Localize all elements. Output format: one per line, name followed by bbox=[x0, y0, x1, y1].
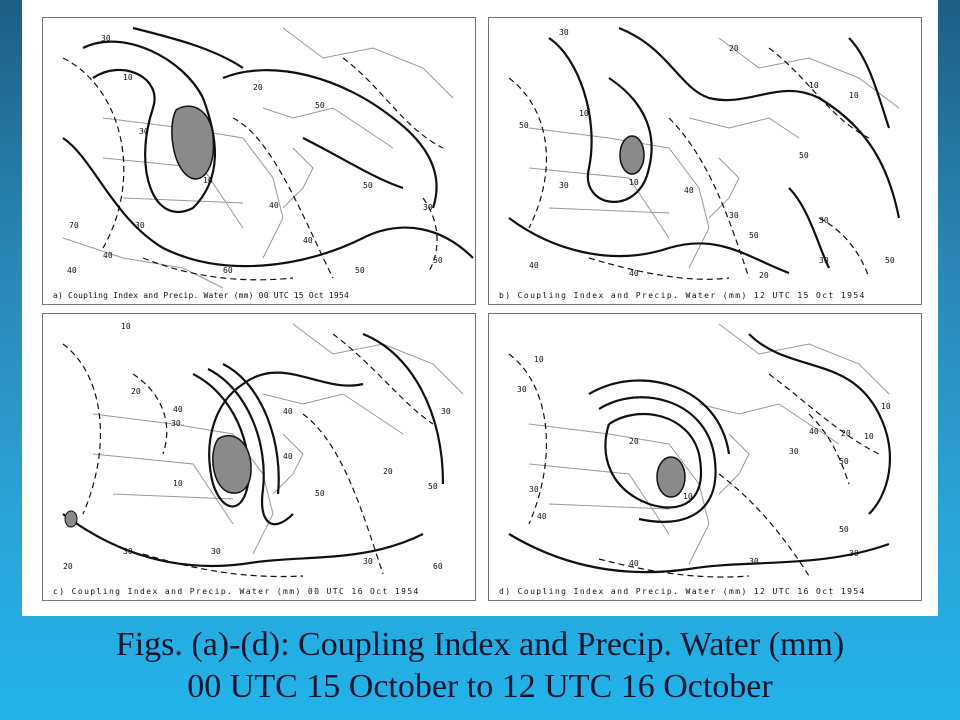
contour-label: 10 bbox=[121, 322, 131, 331]
contour-label: 40 bbox=[67, 266, 77, 275]
contour-label: 30 bbox=[423, 203, 433, 212]
contour-label: 30 bbox=[517, 385, 527, 394]
contour-label: 60 bbox=[223, 266, 233, 275]
contour-label: 30 bbox=[101, 34, 111, 43]
contour-label: 40 bbox=[269, 201, 279, 210]
contour-label: 10 bbox=[203, 176, 213, 185]
contour-label: 60 bbox=[433, 562, 443, 571]
contour-label: 30 bbox=[139, 127, 149, 136]
contour-label: 40 bbox=[629, 269, 639, 278]
contour-label: 40 bbox=[809, 427, 819, 436]
contour-label: 40 bbox=[173, 405, 183, 414]
figure-frame: 30 10 20 50 30 40 10 50 40 60 50 50 40 3… bbox=[22, 0, 938, 616]
panel-b-shaded-region bbox=[619, 135, 645, 175]
contour-label: 20 bbox=[131, 387, 141, 396]
contour-label: 50 bbox=[433, 256, 443, 265]
panel-a-map: 30 10 20 50 30 40 10 50 40 60 50 50 40 3… bbox=[42, 17, 476, 305]
contour-label: 40 bbox=[684, 186, 694, 195]
panel-c-shaded-region-small bbox=[64, 510, 78, 528]
contour-label: 50 bbox=[885, 256, 895, 265]
contour-label: 20 bbox=[253, 83, 263, 92]
contour-label: 10 bbox=[579, 109, 589, 118]
contour-label: 50 bbox=[839, 525, 849, 534]
contour-label: 50 bbox=[799, 151, 809, 160]
contour-label: 20 bbox=[759, 271, 769, 280]
contour-label: 30 bbox=[819, 256, 829, 265]
panel-b-contours: 30 20 10 50 10 40 30 10 30 50 50 30 40 3… bbox=[508, 26, 901, 280]
panel-c-map: 10 20 30 40 40 30 20 50 40 30 30 30 50 6… bbox=[42, 313, 476, 601]
contour-label: 40 bbox=[303, 236, 313, 245]
contour-label: 30 bbox=[135, 221, 145, 230]
contour-label: 10 bbox=[881, 402, 891, 411]
contour-label: 10 bbox=[849, 91, 859, 100]
contour-label: 50 bbox=[315, 101, 325, 110]
panel-c-contours: 10 20 30 40 40 30 20 50 40 30 30 30 50 6… bbox=[62, 322, 464, 578]
contour-label: 30 bbox=[171, 419, 181, 428]
contour-label: 40 bbox=[283, 452, 293, 461]
contour-label: 30 bbox=[789, 447, 799, 456]
panel-c-shaded-region bbox=[212, 434, 252, 494]
contour-label: 20 bbox=[63, 562, 73, 571]
panel-c-caption: c) Coupling Index and Precip. Water (mm)… bbox=[53, 587, 420, 596]
contour-label: 40 bbox=[283, 407, 293, 416]
contour-label: 40 bbox=[629, 559, 639, 568]
contour-label: 40 bbox=[537, 512, 547, 521]
contour-label: 50 bbox=[428, 482, 438, 491]
contour-label: 20 bbox=[841, 429, 851, 438]
panel-a-contours: 30 10 20 50 30 40 10 50 40 60 50 50 40 3… bbox=[62, 26, 474, 289]
contour-label: 20 bbox=[383, 467, 393, 476]
contour-label: 50 bbox=[519, 121, 529, 130]
contour-label: 30 bbox=[849, 549, 859, 558]
panel-d-caption: d) Coupling Index and Precip. Water (mm)… bbox=[499, 587, 866, 596]
contour-label: 40 bbox=[529, 261, 539, 270]
contour-label: 30 bbox=[819, 216, 829, 225]
panel-d-map: 30 10 30 20 10 50 40 30 10 40 20 10 50 3… bbox=[488, 313, 922, 601]
caption-line-2: 00 UTC 15 October to 12 UTC 16 October bbox=[187, 668, 773, 705]
contour-label: 30 bbox=[529, 485, 539, 494]
slide-caption: Figs. (a)-(d): Coupling Index and Precip… bbox=[0, 616, 960, 720]
contour-label: 10 bbox=[123, 73, 133, 82]
contour-label: 30 bbox=[749, 557, 759, 566]
contour-label: 50 bbox=[749, 231, 759, 240]
contour-label: 50 bbox=[355, 266, 365, 275]
contour-label: 30 bbox=[363, 557, 373, 566]
contour-label: 30 bbox=[123, 547, 133, 556]
contour-label: 10 bbox=[173, 479, 183, 488]
contour-label: 30 bbox=[441, 407, 451, 416]
contour-label: 20 bbox=[629, 437, 639, 446]
contour-label: 10 bbox=[534, 355, 544, 364]
contour-label: 50 bbox=[839, 457, 849, 466]
contour-label: 70 bbox=[69, 221, 79, 230]
contour-label: 30 bbox=[559, 28, 569, 37]
contour-label: 10 bbox=[683, 492, 693, 501]
contour-label: 50 bbox=[363, 181, 373, 190]
contour-label: 20 bbox=[729, 44, 739, 53]
contour-label: 30 bbox=[729, 211, 739, 220]
contour-label: 10 bbox=[864, 432, 874, 441]
caption-line-1: Figs. (a)-(d): Coupling Index and Precip… bbox=[115, 626, 845, 663]
contour-label: 10 bbox=[809, 81, 819, 90]
panel-a-caption: a) Coupling Index and Precip. Water (mm)… bbox=[53, 291, 349, 300]
panel-a-shaded-region bbox=[171, 105, 215, 180]
contour-label: 30 bbox=[211, 547, 221, 556]
contour-label: 30 bbox=[559, 181, 569, 190]
contour-label: 40 bbox=[103, 251, 113, 260]
panel-b-map: 30 20 10 50 10 40 30 10 30 50 50 30 40 3… bbox=[488, 17, 922, 305]
panel-d-shaded-region bbox=[656, 456, 686, 498]
contour-label: 10 bbox=[629, 178, 639, 187]
panel-b-caption: b) Coupling Index and Precip. Water (mm)… bbox=[499, 291, 866, 300]
panel-d-contours: 30 10 30 20 10 50 40 30 10 40 20 10 50 3… bbox=[508, 323, 891, 578]
contour-label: 50 bbox=[315, 489, 325, 498]
